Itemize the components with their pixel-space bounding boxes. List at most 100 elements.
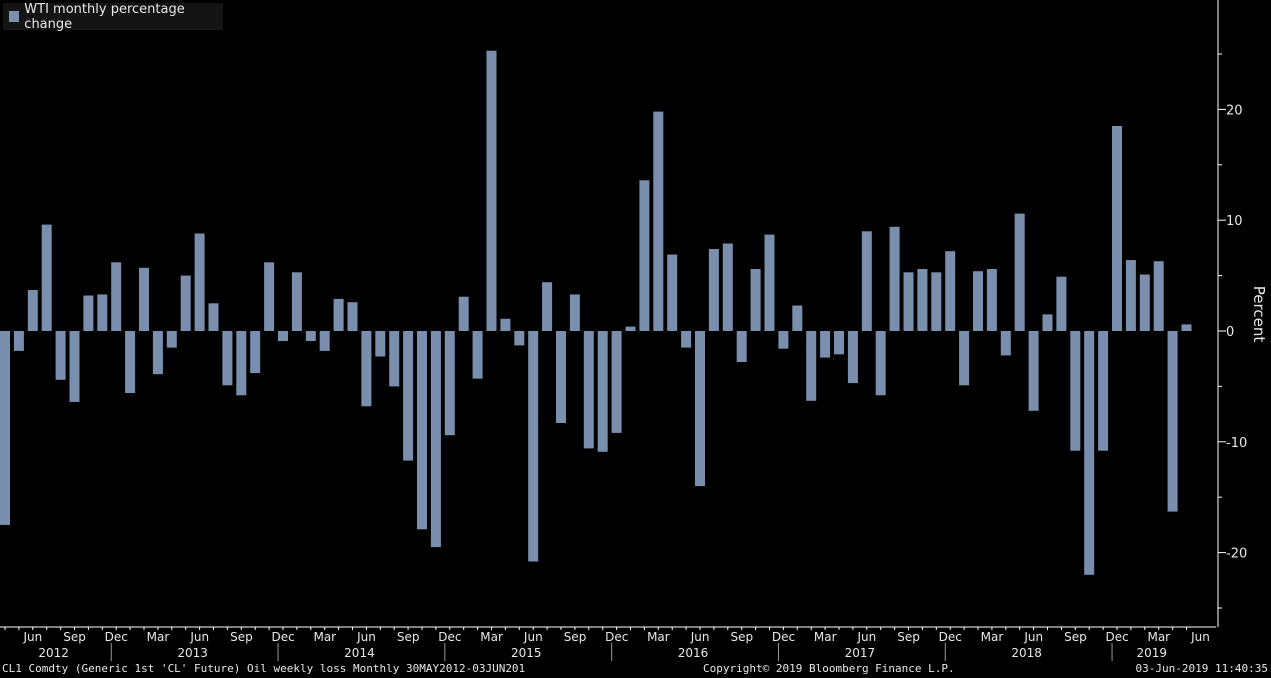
bar [973,271,983,331]
x-month-label: Sep [897,630,920,644]
x-month-label: Dec [772,630,795,644]
x-month-label: Jun [23,630,43,644]
bar [444,331,455,436]
bar [222,331,233,386]
chart-legend: WTI monthly percentage change [3,2,223,32]
x-month-label: Jun [356,630,376,644]
bar [97,294,108,331]
y-tick-label: -10 [1226,436,1247,451]
bar [41,224,52,331]
footer-source: CL1 Comdty (Generic 1st 'CL' Future) Oil… [2,662,526,675]
bar [778,331,789,349]
x-year-label: 2019 [1136,646,1167,660]
x-month-label: Jun [857,630,877,644]
bar [542,282,553,331]
x-month-label: Mar [814,630,837,644]
bar [1181,324,1192,331]
bar [611,331,622,433]
bar [291,272,302,331]
x-year-label: 2016 [678,646,709,660]
bar [653,111,664,331]
y-tick-label: -20 [1226,547,1247,562]
bar [514,331,525,346]
bar [417,331,427,530]
bar [847,331,858,384]
footer-timestamp: 03-Jun-2019 11:40:35 [1135,662,1268,675]
bar [722,243,733,331]
bar [500,318,511,331]
x-month-label: Mar [647,630,670,644]
bar [1098,331,1109,451]
x-month-label: Sep [230,630,253,644]
bars-group [0,50,1192,575]
x-month-label: Mar [313,630,336,644]
bar [583,331,594,449]
x-year-label: 2015 [511,646,542,660]
x-month-label: Mar [147,630,170,644]
bar [528,331,539,562]
bar [1167,331,1178,512]
bar [681,331,692,348]
x-year-label: 2018 [1011,646,1042,660]
bar [764,234,775,331]
bar [166,331,177,348]
x-month-label: Sep [63,630,86,644]
x-month-label: Jun [1023,630,1043,644]
bar [945,251,956,331]
bar [1125,260,1136,331]
x-month-label: Sep [730,630,753,644]
x-month-label: Jun [523,630,543,644]
y-tick-label: 20 [1226,103,1243,118]
bar [472,331,483,379]
bar [180,275,191,331]
bar [1042,314,1053,331]
y-axis-label: Percent [1250,286,1268,343]
x-month-label: Dec [438,630,461,644]
bar [708,249,719,331]
bar [347,302,358,331]
bar [403,331,414,461]
x-year-label: 2014 [344,646,375,660]
x-month-label: Mar [1147,630,1170,644]
x-year-label: 2017 [845,646,876,660]
bar [1084,331,1095,575]
bar [667,254,678,331]
bar [194,233,205,331]
x-month-label: Dec [271,630,294,644]
y-tick-label: 0 [1226,325,1234,340]
bar [125,331,136,393]
bar [569,294,580,331]
legend-swatch [9,11,20,22]
x-axis: Jun Sep Dec Mar Jun Sep Dec Mar Jun Sep Dec Mar Jun S… [0,626,1216,661]
bar [695,331,705,487]
bar [389,331,400,387]
bar [375,331,386,357]
bar [486,50,497,331]
bar [903,272,914,331]
bar [55,331,66,380]
bar [1000,331,1011,356]
bar [834,331,844,355]
bar [820,331,831,358]
bar [861,231,872,331]
bar [139,267,149,331]
x-month-label: Jun [690,630,710,644]
bar [361,331,372,407]
bar [875,331,886,396]
bar [264,262,275,331]
y-tick-label: 10 [1226,214,1243,229]
bar [305,331,316,341]
x-month-label: Sep [397,630,420,644]
bar [1014,213,1025,331]
footer-copyright: Copyright© 2019 Bloomberg Finance L.P. [703,662,955,675]
bar [959,331,970,386]
bar [27,290,38,331]
bar [931,272,942,331]
x-year-label: 2012 [38,646,69,660]
bar [1153,261,1164,331]
bar [69,331,80,402]
bar [736,331,747,362]
bar [806,331,817,401]
bar [1112,126,1122,331]
